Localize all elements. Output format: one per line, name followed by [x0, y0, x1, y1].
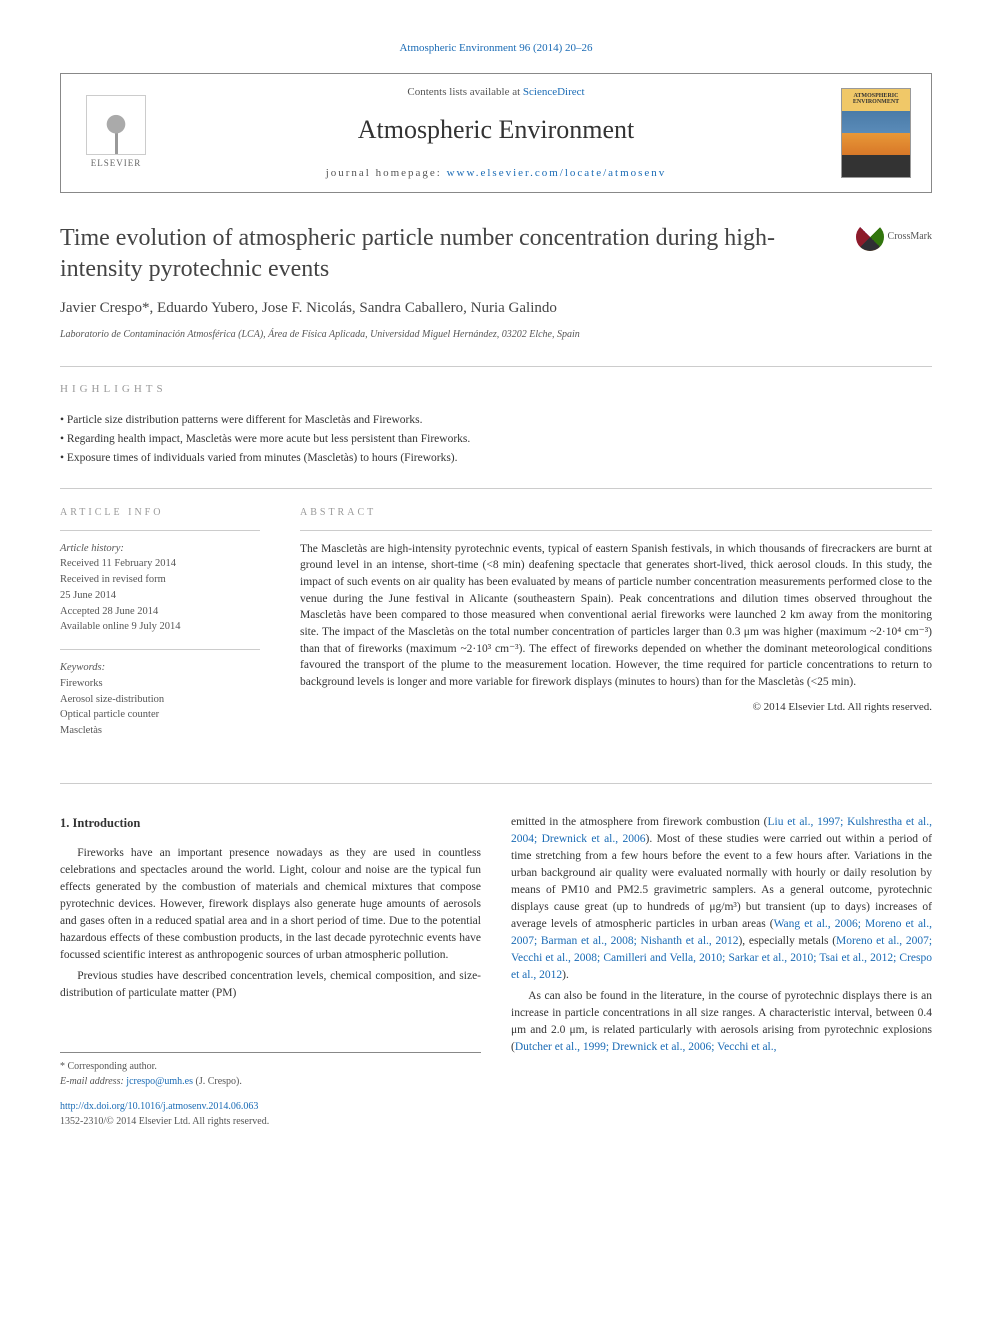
article-title: Time evolution of atmospheric particle n…	[60, 223, 856, 285]
email-name: (J. Crespo).	[193, 1076, 242, 1087]
history-line: 25 June 2014	[60, 588, 260, 604]
history-line: Accepted 28 June 2014	[60, 604, 260, 620]
highlight-item: Regarding health impact, Mascletàs were …	[60, 431, 932, 448]
history-line: Available online 9 July 2014	[60, 619, 260, 635]
divider	[60, 649, 260, 650]
email-label: E-mail address:	[60, 1076, 126, 1087]
homepage-link[interactable]: www.elsevier.com/locate/atmosenv	[447, 167, 667, 179]
article-history-label: Article history:	[60, 541, 260, 557]
text-run: ). Most of these studies were carried ou…	[511, 833, 932, 930]
text-run: ), especially metals (	[738, 935, 836, 947]
article-info-heading: ARTICLE INFO	[60, 505, 260, 520]
homepage-line: journal homepage: www.elsevier.com/locat…	[151, 165, 841, 182]
intro-heading: 1. Introduction	[60, 814, 481, 833]
keyword: Mascletàs	[60, 723, 260, 739]
homepage-prefix: journal homepage:	[326, 167, 447, 179]
contents-line: Contents lists available at ScienceDirec…	[151, 84, 841, 101]
keyword: Optical particle counter	[60, 707, 260, 723]
issn-copyright-line: 1352-2310/© 2014 Elsevier Ltd. All right…	[60, 1114, 481, 1129]
crossmark-label: CrossMark	[888, 229, 932, 244]
crossmark-icon	[856, 223, 884, 251]
article-history-block: Article history: Received 11 February 20…	[60, 541, 260, 636]
copyright-line: © 2014 Elsevier Ltd. All rights reserved…	[300, 699, 932, 716]
highlights-list: Particle size distribution patterns were…	[60, 412, 932, 468]
sciencedirect-link[interactable]: ScienceDirect	[523, 86, 585, 98]
body-paragraph: Fireworks have an important presence now…	[60, 845, 481, 964]
highlights-heading: HIGHLIGHTS	[60, 366, 932, 398]
journal-cover-label: ATMOSPHERIC ENVIRONMENT	[842, 93, 910, 106]
journal-name: Atmospheric Environment	[151, 110, 841, 149]
divider	[300, 530, 932, 531]
authors-line: Javier Crespo*, Eduardo Yubero, Jose F. …	[60, 297, 932, 320]
keywords-label: Keywords:	[60, 660, 260, 676]
email-line: E-mail address: jcrespo@umh.es (J. Cresp…	[60, 1074, 481, 1089]
citation-link[interactable]: Dutcher et al., 1999; Drewnick et al., 2…	[515, 1041, 777, 1053]
contents-prefix: Contents lists available at	[407, 86, 522, 98]
highlight-item: Exposure times of individuals varied fro…	[60, 450, 932, 467]
abstract-text: The Mascletàs are high-intensity pyrotec…	[300, 541, 932, 691]
author-email-link[interactable]: jcrespo@umh.es	[126, 1076, 193, 1087]
body-paragraph: Previous studies have described concentr…	[60, 968, 481, 1002]
abstract-heading: ABSTRACT	[300, 505, 932, 520]
keyword: Fireworks	[60, 676, 260, 692]
affiliation: Laboratorio de Contaminación Atmosférica…	[60, 327, 932, 342]
body-paragraph: emitted in the atmosphere from firework …	[511, 814, 932, 984]
highlight-item: Particle size distribution patterns were…	[60, 412, 932, 429]
elsevier-logo: ELSEVIER	[81, 93, 151, 173]
journal-header-box: ELSEVIER Contents lists available at Sci…	[60, 73, 932, 193]
doi-link[interactable]: http://dx.doi.org/10.1016/j.atmosenv.201…	[60, 1101, 258, 1112]
divider	[60, 530, 260, 531]
history-line: Received in revised form	[60, 572, 260, 588]
journal-cover-thumbnail: ATMOSPHERIC ENVIRONMENT	[841, 88, 911, 178]
text-run: emitted in the atmosphere from firework …	[511, 816, 767, 828]
crossmark-badge[interactable]: CrossMark	[856, 223, 932, 251]
keyword: Aerosol size-distribution	[60, 692, 260, 708]
body-paragraph: As can also be found in the literature, …	[511, 988, 932, 1056]
citation-header: Atmospheric Environment 96 (2014) 20–26	[60, 40, 932, 57]
text-run: ).	[562, 969, 569, 981]
history-line: Received 11 February 2014	[60, 556, 260, 572]
keywords-block: Keywords: Fireworks Aerosol size-distrib…	[60, 660, 260, 739]
corresponding-author-note: * Corresponding author.	[60, 1059, 481, 1074]
publisher-label: ELSEVIER	[91, 157, 142, 171]
